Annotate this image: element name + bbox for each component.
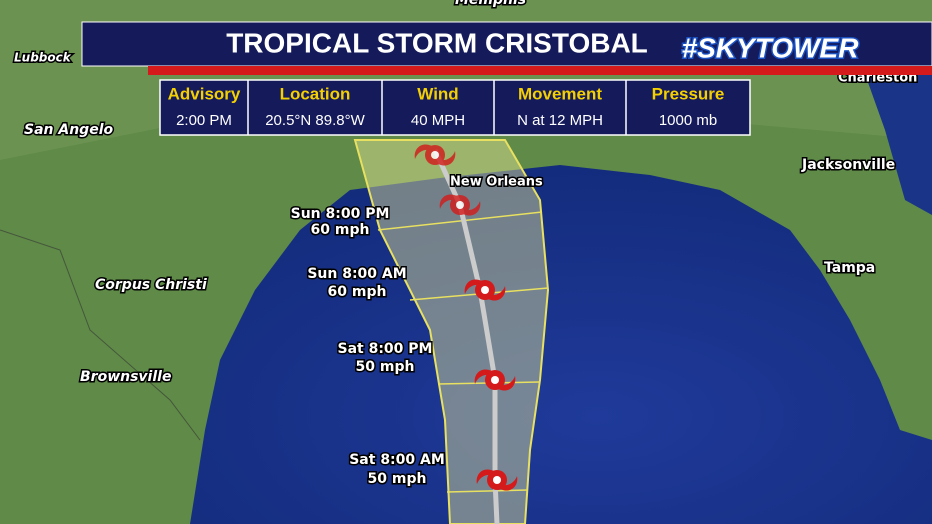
forecast-wind: 50 mph — [356, 359, 415, 375]
table-header: Pressure — [652, 84, 725, 103]
table-header: Wind — [417, 84, 458, 103]
title: TROPICAL STORM CRISTOBAL — [226, 27, 648, 58]
table-header: Advisory — [168, 84, 241, 103]
forecast-time: Sun 8:00 PM — [291, 206, 390, 222]
city-label: New Orleans — [450, 175, 543, 190]
table-value: 20.5°N 89.8°W — [265, 112, 365, 129]
city-label: Corpus Christi — [95, 277, 207, 293]
forecast-wind: 50 mph — [368, 471, 427, 487]
city-label: Lubbock — [14, 51, 72, 65]
forecast-time: Sat 8:00 PM — [338, 341, 433, 357]
city-label: Brownsville — [80, 369, 171, 385]
table-value: 40 MPH — [411, 112, 465, 129]
city-label: Jacksonville — [801, 157, 895, 173]
table-value: N at 12 MPH — [517, 112, 603, 129]
table-value: 1000 mb — [659, 112, 717, 129]
gulf-of-mexico — [190, 165, 932, 524]
city-label: Tampa — [824, 260, 875, 276]
table-header: Movement — [518, 84, 602, 103]
forecast-wind: 60 mph — [311, 222, 370, 238]
city-label: Memphis — [455, 0, 526, 8]
forecast-time: Sun 8:00 AM — [307, 266, 406, 282]
forecast-time: Sat 8:00 AM — [349, 452, 445, 468]
title-underline — [148, 66, 932, 75]
table-value: 2:00 PM — [176, 112, 232, 129]
atlantic — [860, 60, 932, 215]
forecast-cone — [353, 139, 550, 524]
forecast-wind: 60 mph — [328, 284, 387, 300]
brand: #SKYTOWER — [682, 32, 860, 63]
table-header: Location — [280, 84, 351, 103]
city-label: San Angelo — [24, 122, 113, 138]
border — [0, 229, 201, 441]
info-table: Advisory Location Wind Movement Pressure… — [159, 79, 751, 136]
title-bar — [81, 21, 932, 67]
